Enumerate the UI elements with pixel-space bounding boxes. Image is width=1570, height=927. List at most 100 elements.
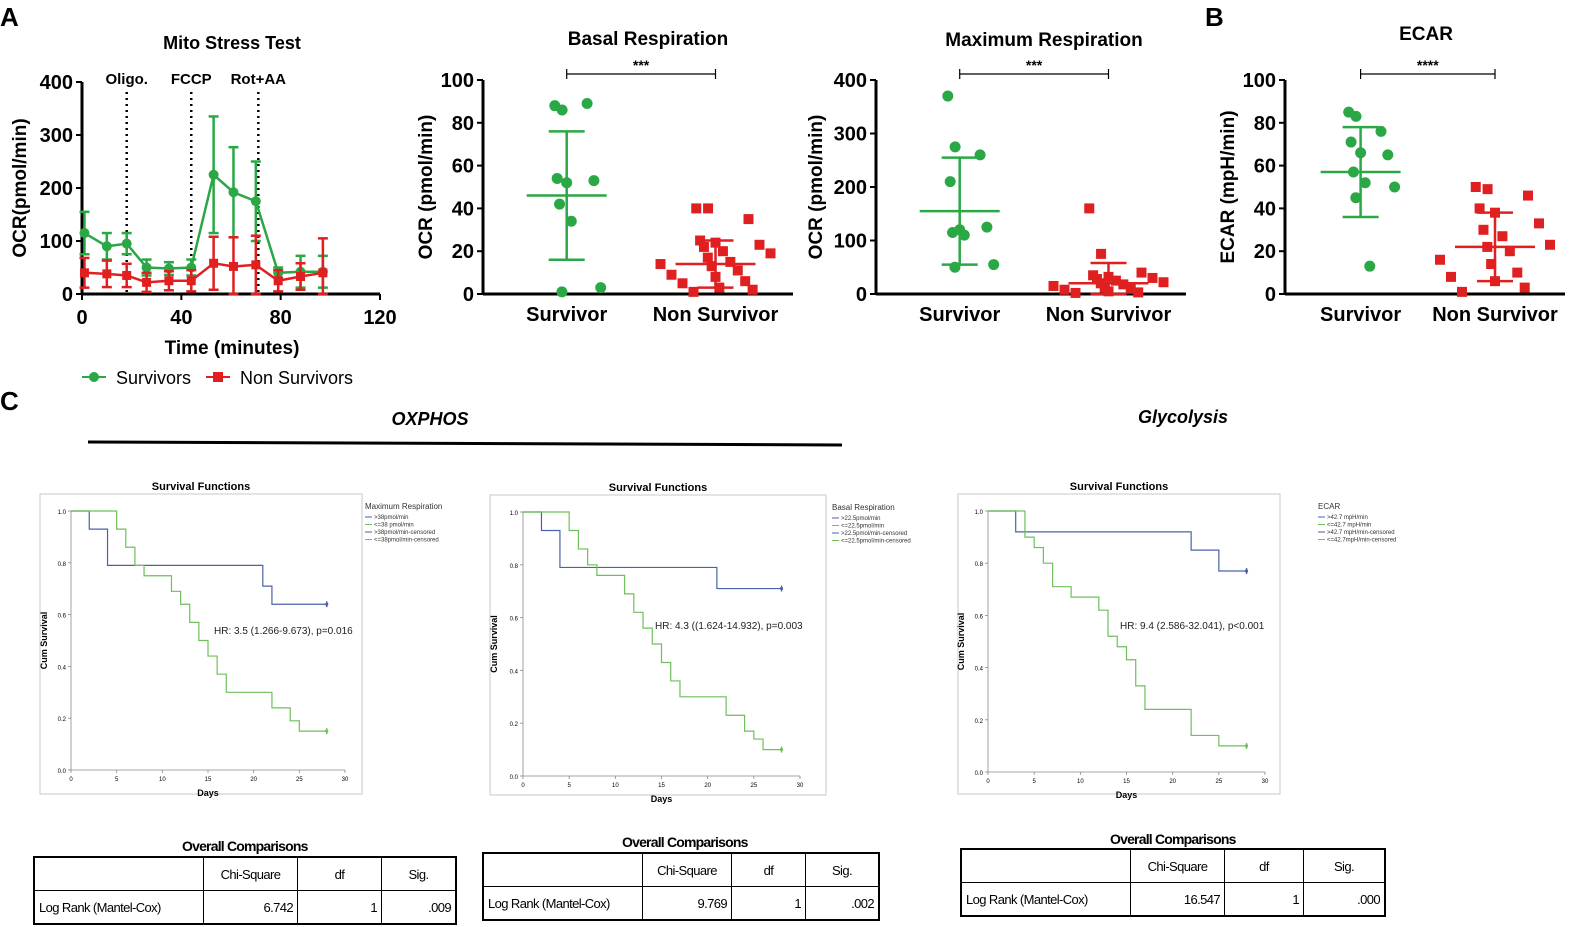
mito-y-tick-label: 100 xyxy=(40,231,73,253)
panel-letter-c: C xyxy=(0,386,19,416)
mito-y-tick-label: 0 xyxy=(62,284,73,306)
km_max-legend-entry: >38pmol/min xyxy=(374,515,409,521)
maxresp-data-point xyxy=(1136,267,1147,278)
ecar-data-point xyxy=(1486,259,1497,270)
table-cell: Chi-Square xyxy=(642,852,732,887)
km_basal-y-tick-label: 0.0 xyxy=(510,775,519,781)
panel-letter-a: A xyxy=(0,2,19,32)
km_ecar-x-tick-label: 15 xyxy=(1123,779,1130,785)
mito-point xyxy=(208,169,219,180)
basal-y-label: OCR (pmol/min) xyxy=(416,115,437,260)
maxresp-data-point xyxy=(1158,277,1169,288)
basal-category-label: Survivor xyxy=(526,304,607,326)
table-cell: 16.547 xyxy=(1130,882,1225,917)
km_ecar-title: Survival Functions xyxy=(1070,481,1168,493)
mito-point xyxy=(102,269,112,279)
basal-data-point xyxy=(732,265,743,276)
ecar-data-point xyxy=(1497,231,1508,242)
legend-non-survivors-label: Non Survivors xyxy=(240,368,353,388)
ecar-data-point xyxy=(1364,260,1376,272)
table-cell: 1 xyxy=(297,890,382,925)
km_max-hr-annotation: HR: 3.5 (1.266-9.673), p=0.016 xyxy=(214,626,353,637)
table-cell: Chi-Square xyxy=(1130,848,1225,883)
km_ecar-y-tick-label: 1.0 xyxy=(975,510,984,516)
table-cell: Log Rank (Mantel-Cox) xyxy=(33,890,204,925)
maxresp-data-point xyxy=(1084,203,1095,214)
table-cell: 9.769 xyxy=(642,886,732,921)
km_max-y-tick-label: 1.0 xyxy=(58,510,67,516)
km_ecar-x-tick-label: 25 xyxy=(1215,779,1222,785)
km_basal-censor-dot xyxy=(779,748,784,752)
km_ecar-y-tick-label: 0.4 xyxy=(975,667,984,673)
maxresp-data-point xyxy=(1147,272,1158,283)
basal-sig-label: *** xyxy=(633,57,650,73)
maxresp-data-point xyxy=(947,226,959,238)
ecar-category-label: Survivor xyxy=(1320,304,1401,326)
maxresp-y-tick-label: 300 xyxy=(834,124,867,146)
mito-x-tick-label: 0 xyxy=(76,307,87,329)
maxresp-sig-label: *** xyxy=(1026,57,1043,73)
basal-y-tick-label: 80 xyxy=(452,113,474,135)
table-cell: .000 xyxy=(1303,882,1386,917)
maxresp-data-point xyxy=(1125,283,1136,294)
basal-data-point xyxy=(581,98,593,110)
table-cell: Sig. xyxy=(381,856,457,891)
ecar-data-point xyxy=(1519,282,1530,293)
km_max-legend-entry: >38pmol/min-censored xyxy=(374,530,435,536)
maxresp-data-point xyxy=(1133,287,1144,298)
maxresp-y-tick-label: 400 xyxy=(834,70,867,92)
ecar-data-point xyxy=(1345,136,1357,148)
mito-point xyxy=(318,268,328,278)
basal-data-point xyxy=(743,214,754,225)
km_ecar-legend-entry: >42.7 mpH/min-censored xyxy=(1327,530,1395,536)
basal-data-point xyxy=(595,282,607,294)
ecar-data-point xyxy=(1478,224,1489,235)
table1-title: Overall Comparisons xyxy=(182,838,308,854)
km_basal-legend-entry: >22.5pmol/min xyxy=(841,516,881,522)
basal-y-tick-label: 60 xyxy=(452,156,474,178)
table-row: Chi-Square df Sig. xyxy=(33,856,457,891)
ecar-data-point xyxy=(1523,190,1533,201)
km_basal-km-curve xyxy=(523,511,782,590)
km_ecar-y-tick-label: 0.0 xyxy=(975,771,984,777)
km_max-y-tick-label: 0.8 xyxy=(58,562,67,568)
maxresp-data-point xyxy=(988,259,1000,271)
km_basal-x-tick-label: 15 xyxy=(658,783,665,789)
km_ecar-x-tick-label: 20 xyxy=(1169,779,1176,785)
legend-survivors-marker xyxy=(89,372,99,382)
basal-data-point xyxy=(747,284,758,295)
mito-point xyxy=(250,196,261,207)
km_max-legend-entry: <=38 pmol/min xyxy=(374,523,414,529)
km_ecar-legend-entry: <=42.7 mpH/min xyxy=(1327,523,1371,529)
km_basal-legend-entry: <=22.5pmol/min xyxy=(841,524,884,530)
km_max-censor-dot xyxy=(325,602,329,606)
km_max-y-tick-label: 0.4 xyxy=(58,665,67,671)
table-cell: Log Rank (Mantel-Cox) xyxy=(482,886,643,921)
ecar-y-tick-label: 20 xyxy=(1254,241,1276,263)
mito-point xyxy=(273,276,283,286)
maxresp-data-point xyxy=(944,176,956,188)
km_basal-x-tick-label: 10 xyxy=(612,783,619,789)
km_basal-y-tick-label: 0.8 xyxy=(510,564,519,570)
maxresp-title: Maximum Respiration xyxy=(945,30,1142,51)
mito-injection-label: Rot+AA xyxy=(231,71,287,88)
km_max-x-label: Days xyxy=(197,788,219,798)
table1: Chi-Square df Sig. Log Rank (Mantel-Cox)… xyxy=(33,856,457,925)
km_basal-x-tick-label: 30 xyxy=(797,783,804,789)
basal-data-point xyxy=(754,239,765,250)
basal-title: Basal Respiration xyxy=(568,29,729,50)
mito-point xyxy=(141,262,152,273)
km_ecar-x-tick-label: 30 xyxy=(1262,779,1269,785)
mito-y-label: OCR(pmol/min) xyxy=(10,118,31,257)
basal-data-point xyxy=(706,261,717,272)
mito-point xyxy=(209,258,219,268)
ecar-data-point xyxy=(1359,177,1371,189)
table3-title: Overall Comparisons xyxy=(1110,831,1236,847)
km_max-title: Survival Functions xyxy=(152,481,250,493)
table-cell: .009 xyxy=(381,890,457,925)
maxresp-data-point xyxy=(958,229,970,241)
km_ecar-x-tick-label: 0 xyxy=(986,779,990,785)
km_basal-y-tick-label: 1.0 xyxy=(510,511,519,517)
basal-data-point xyxy=(688,286,699,297)
basal-data-point xyxy=(565,215,577,227)
